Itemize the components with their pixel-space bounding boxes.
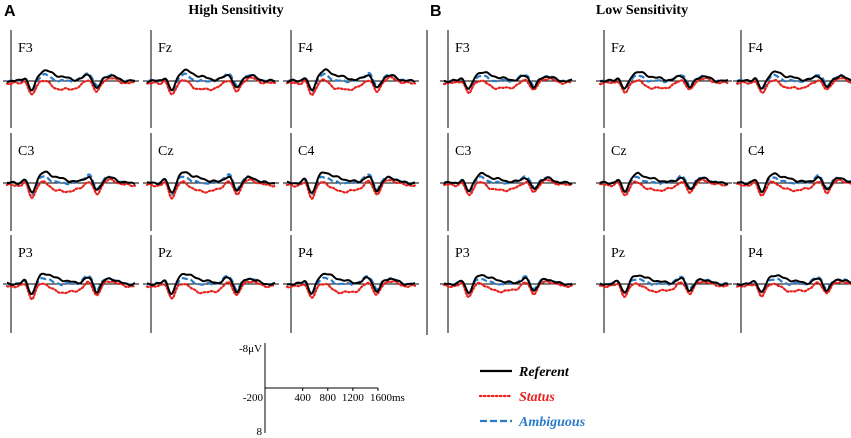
series-ambiguous-line — [599, 174, 729, 195]
series-referent-line — [599, 71, 728, 90]
series-referent-line — [443, 274, 572, 295]
series-referent-line — [599, 274, 728, 294]
series-referent-line — [287, 68, 416, 92]
series-status-line — [735, 77, 851, 94]
electrode-label: P4 — [748, 246, 763, 261]
electrode-label: C3 — [455, 144, 471, 159]
series-referent-line — [443, 171, 573, 193]
electrode-label: Pz — [158, 246, 172, 261]
series-referent-line — [7, 170, 136, 194]
series-status-line — [285, 279, 417, 299]
subplot-high-c3: C3 — [3, 133, 139, 231]
subplot-low-f4: F4 — [733, 30, 851, 128]
series-status-line — [145, 76, 277, 96]
series-status-line — [735, 280, 851, 298]
legend: Referent Status Ambiguous — [478, 365, 586, 430]
series-status-line — [598, 280, 730, 298]
electrode-label: P3 — [18, 246, 33, 261]
subplot-low-pz: Pz — [596, 235, 732, 333]
series-status-line — [442, 280, 574, 298]
subplot-low-fz: Fz — [596, 30, 732, 128]
series-status-line — [735, 178, 851, 197]
subplot-low-cz: Cz — [596, 133, 732, 231]
series-referent-line — [146, 171, 276, 194]
electrode-label: F4 — [298, 41, 313, 56]
panel-a-letter: A — [4, 3, 16, 20]
scale-bar: -8μV 8 -200 400 800 1200 1600ms — [239, 343, 405, 438]
subplot-low-p4: P4 — [733, 235, 851, 333]
panel-b-title: Low Sensitivity — [596, 3, 688, 18]
scale-bar-x-ticks: -200 400 800 1200 1600ms — [243, 388, 405, 404]
series-status-line — [5, 177, 137, 200]
scale-bar-y-bottom-label: 8 — [257, 426, 263, 438]
series-referent-line — [443, 71, 572, 90]
series-referent-line — [286, 171, 415, 194]
scale-bar-tick-label: 1200 — [342, 392, 365, 404]
scale-bar-tick-label: -200 — [243, 392, 264, 404]
subplot-low-c3: C3 — [440, 133, 576, 231]
series-ambiguous-line — [736, 173, 851, 195]
electrode-label: F4 — [748, 41, 763, 56]
series-status-line — [145, 178, 277, 200]
series-referent-line — [147, 68, 276, 92]
electrode-label: C4 — [298, 144, 314, 159]
electrode-label: Fz — [611, 41, 625, 56]
series-referent-line — [599, 171, 729, 193]
electrode-label: Fz — [158, 41, 172, 56]
legend-referent-label: Referent — [518, 365, 570, 380]
series-referent-line — [6, 69, 135, 92]
legend-ambiguous-label: Ambiguous — [518, 415, 586, 430]
series-ambiguous-line — [286, 275, 416, 296]
series-ambiguous-line — [6, 72, 135, 93]
erp-subplots: F3 Fz F4 C3 Cz C4 P3 Pz P4 F3 Fz F4 C3 Cz C4 P3 Pz P4 — [3, 30, 851, 333]
electrode-label: Cz — [611, 144, 627, 159]
series-status-line — [5, 280, 137, 301]
series-status-line — [145, 280, 277, 300]
subplot-high-f4: F4 — [283, 30, 419, 128]
series-ambiguous-line — [443, 175, 573, 195]
electrode-label: C4 — [748, 144, 764, 159]
series-referent-line — [736, 70, 851, 90]
series-status-line — [285, 179, 417, 200]
series-status-line — [5, 77, 137, 96]
series-referent-line — [286, 272, 416, 295]
subplot-high-fz: Fz — [143, 30, 279, 128]
series-referent-line — [7, 272, 136, 296]
electrode-label: C3 — [18, 144, 34, 159]
electrode-label: P3 — [455, 246, 470, 261]
subplot-high-cz: Cz — [143, 133, 279, 231]
series-referent-line — [737, 172, 851, 194]
electrode-label: F3 — [18, 41, 33, 56]
subplot-low-f3: F3 — [440, 30, 576, 128]
legend-status-label: Status — [519, 390, 555, 405]
scale-bar-y-top-label: -8μV — [239, 343, 262, 355]
subplot-high-pz: Pz — [143, 235, 279, 333]
subplot-high-p3: P3 — [3, 235, 139, 333]
series-status-line — [285, 75, 417, 97]
subplot-low-c4: C4 — [733, 133, 851, 231]
series-status-line — [598, 178, 730, 197]
scale-bar-tick-label: 800 — [320, 392, 337, 404]
electrode-label: Pz — [611, 246, 625, 261]
series-referent-line — [736, 274, 851, 293]
subplot-high-f3: F3 — [3, 30, 139, 128]
scale-bar-tick-label: 400 — [294, 392, 311, 404]
subplot-low-p3: P3 — [440, 235, 576, 333]
subplot-high-c4: C4 — [283, 133, 419, 231]
subplot-high-p4: P4 — [283, 235, 419, 333]
series-referent-line — [147, 273, 276, 296]
electrode-label: P4 — [298, 246, 313, 261]
scale-bar-tick-label: 1600ms — [370, 392, 405, 404]
series-status-line — [442, 178, 574, 197]
electrode-label: Cz — [158, 144, 174, 159]
electrode-label: F3 — [455, 41, 470, 56]
panel-a-title: High Sensitivity — [188, 3, 283, 18]
panel-b-letter: B — [430, 3, 442, 20]
